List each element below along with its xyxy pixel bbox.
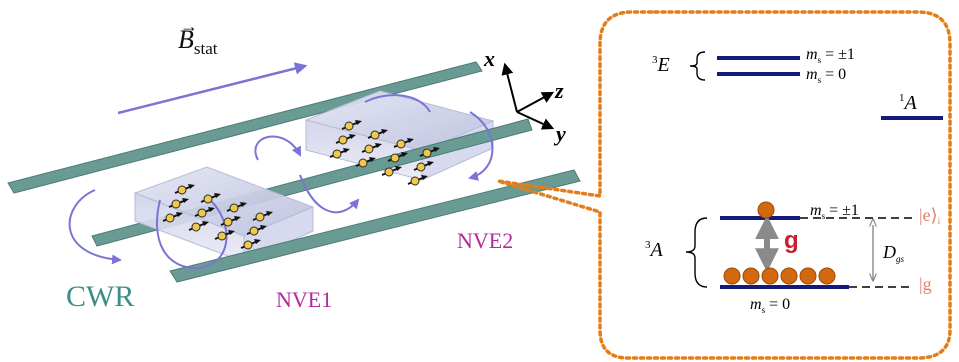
atom-ground	[799, 267, 817, 285]
nv-spin	[355, 157, 376, 168]
brace-3e	[689, 51, 706, 81]
nv-spin	[188, 221, 209, 232]
nv-spin	[393, 138, 414, 149]
excited-state-symbol: E	[657, 54, 670, 76]
resonator-label: CWR	[66, 280, 135, 313]
ground-state-symbol: A	[650, 239, 663, 261]
axis-z-label: z	[555, 78, 564, 103]
atom-population	[723, 201, 836, 285]
nv-spin	[252, 211, 273, 222]
field-loop	[68, 189, 122, 265]
ket-excited-subscript: i	[937, 216, 941, 226]
excited-state-superscript: 3	[652, 54, 658, 66]
field-loop	[254, 135, 301, 161]
ms-subscript: s	[761, 305, 766, 315]
ms-symbol: m	[750, 296, 762, 313]
ket-excited-label: |e⟩i	[919, 205, 941, 226]
field-label: → Bstat	[178, 17, 218, 57]
nv-spin	[194, 207, 215, 218]
energy-level-callout	[497, 10, 952, 360]
ms-subscript: s	[817, 55, 822, 65]
splitting-symbol: D	[883, 242, 896, 262]
axis-y-label: y	[556, 121, 566, 146]
ground-state-superscript: 3	[645, 239, 651, 251]
field-vector-arrow: →	[180, 16, 198, 36]
excited-state-label: 3E	[652, 54, 670, 76]
field-loop	[364, 94, 431, 113]
coordinate-axes	[501, 62, 555, 130]
nv-spin	[168, 198, 189, 209]
nv-spin	[200, 193, 221, 204]
ground-state-label: 3A	[645, 239, 663, 261]
ground-ms0-label: ms = 0	[750, 296, 791, 315]
singlet-superscript: 1	[899, 92, 905, 104]
nv-spin	[341, 120, 362, 131]
atom-ground	[761, 267, 779, 285]
nv-spin	[381, 166, 402, 177]
ms-value: = 0	[769, 296, 791, 313]
ensemble-1-label: NVE1	[276, 287, 333, 312]
ket-excited: |e⟩	[919, 205, 938, 225]
atom-ground	[780, 267, 798, 285]
ensemble-2-label: NVE2	[457, 228, 514, 253]
nv-spin	[174, 184, 195, 195]
nv-spin	[419, 147, 440, 158]
coupling-label: g	[784, 227, 799, 254]
axis-x-label: x	[484, 46, 495, 71]
atom-excited	[757, 201, 775, 219]
ground-ms1-label: ms = ±1	[810, 202, 859, 221]
nv-spin	[220, 216, 241, 227]
ms-value: = 0	[825, 66, 847, 83]
nv-spin	[387, 152, 408, 163]
field-subscript: stat	[193, 39, 218, 58]
splitting-label: Dgs	[883, 242, 905, 264]
excited-ms1-label: ms = ±1	[806, 46, 855, 65]
nv-spin	[226, 202, 247, 213]
field-loop	[299, 174, 360, 214]
nv-spin	[407, 175, 428, 186]
ms-symbol: m	[806, 46, 818, 63]
ms-symbol: m	[810, 202, 822, 219]
brace-3a	[685, 217, 708, 288]
ms-value: = ±1	[829, 202, 859, 219]
nv-spin	[246, 225, 267, 236]
atom-ground	[742, 267, 760, 285]
level-extensions	[800, 217, 913, 288]
nv-spin	[240, 239, 261, 250]
callout-border	[497, 10, 952, 360]
nv-spin	[162, 212, 183, 223]
field-symbol: B	[178, 25, 194, 54]
nv-spin	[214, 230, 235, 241]
splitting-subscript: gs	[896, 254, 905, 264]
resonator-strip-top	[7, 61, 483, 194]
atom-ground	[723, 267, 741, 285]
ket-ground-label: |g	[919, 274, 932, 294]
ms-symbol: m	[806, 66, 818, 83]
excited-ms0-label: ms = 0	[806, 66, 847, 85]
ms-subscript: s	[817, 75, 822, 85]
magnetic-field-loops	[68, 94, 494, 270]
field-arrow	[117, 62, 308, 115]
nv-spin	[367, 129, 388, 140]
resonator-strip-bottom	[169, 169, 581, 283]
diamond-crystal-nve1	[133, 166, 315, 263]
ms-subscript: s	[821, 211, 826, 221]
singlet-symbol: A	[904, 92, 917, 114]
nv-spin	[413, 161, 434, 172]
nv-spin	[361, 143, 382, 154]
nv-spin	[335, 134, 356, 145]
nv-spin	[329, 148, 350, 159]
nv-spin-array	[162, 120, 440, 250]
singlet-label: 1A	[899, 92, 917, 114]
field-loop	[468, 111, 494, 181]
ms-value: = ±1	[825, 46, 855, 63]
atom-ground	[818, 267, 836, 285]
